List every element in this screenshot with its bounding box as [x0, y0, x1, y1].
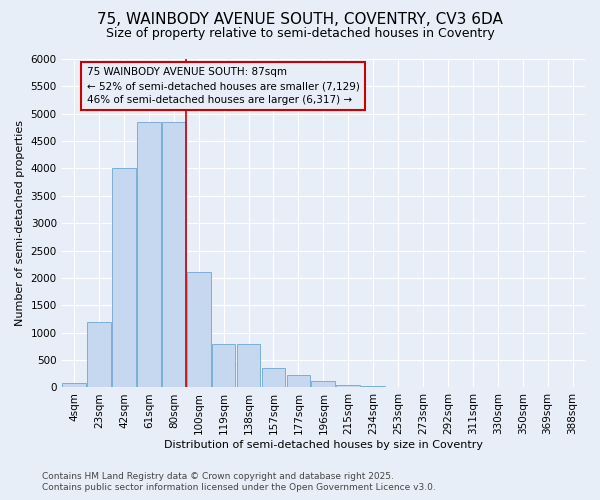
Text: 75, WAINBODY AVENUE SOUTH, COVENTRY, CV3 6DA: 75, WAINBODY AVENUE SOUTH, COVENTRY, CV3…	[97, 12, 503, 28]
Bar	[162, 122, 185, 388]
Bar	[337, 384, 360, 388]
Bar	[262, 368, 286, 388]
Bar	[361, 386, 385, 388]
Bar	[187, 272, 211, 388]
Bar	[137, 122, 161, 388]
Bar	[87, 322, 111, 388]
Text: Size of property relative to semi-detached houses in Coventry: Size of property relative to semi-detach…	[106, 28, 494, 40]
Bar	[237, 344, 260, 388]
Bar	[212, 344, 235, 388]
Text: Contains HM Land Registry data © Crown copyright and database right 2025.
Contai: Contains HM Land Registry data © Crown c…	[42, 472, 436, 492]
Bar	[287, 375, 310, 388]
Y-axis label: Number of semi-detached properties: Number of semi-detached properties	[15, 120, 25, 326]
Bar	[112, 168, 136, 388]
X-axis label: Distribution of semi-detached houses by size in Coventry: Distribution of semi-detached houses by …	[164, 440, 483, 450]
Text: 75 WAINBODY AVENUE SOUTH: 87sqm
← 52% of semi-detached houses are smaller (7,129: 75 WAINBODY AVENUE SOUTH: 87sqm ← 52% of…	[86, 67, 359, 105]
Bar	[311, 381, 335, 388]
Bar	[62, 383, 86, 388]
